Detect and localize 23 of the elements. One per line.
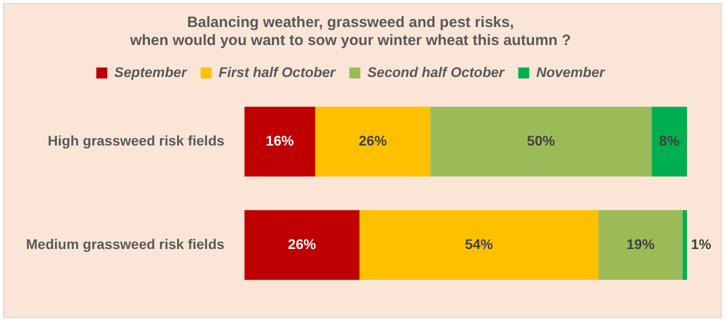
- data-label: 1%: [691, 236, 712, 252]
- bar: [682, 210, 687, 280]
- bar: [244, 210, 360, 280]
- data-label: 26%: [358, 132, 388, 149]
- legend-label: Second half October: [367, 64, 506, 80]
- bar: [430, 106, 652, 177]
- data-label: 54%: [464, 236, 494, 252]
- data-label: 50%: [526, 132, 556, 149]
- y-tick-label: High grassweed risk fields: [48, 132, 225, 149]
- bar: [652, 106, 687, 177]
- y-tick-label: Medium grassweed risk fields: [26, 236, 225, 252]
- data-label: 16%: [266, 132, 294, 149]
- legend-label: November: [536, 64, 606, 80]
- bar: [359, 210, 598, 280]
- legend-label: September: [114, 64, 188, 80]
- bar: [315, 106, 430, 177]
- data-label: 26%: [288, 236, 316, 252]
- chart-title: Balancing weather, grassweed and pest risks, when would you want to sow your winter wheat this autumn ?: [129, 14, 571, 50]
- data-label: 8%: [659, 132, 680, 149]
- bar: [244, 106, 316, 177]
- legend-label: First half October: [218, 64, 337, 80]
- bar: [598, 210, 683, 280]
- data-label: 19%: [626, 236, 656, 252]
